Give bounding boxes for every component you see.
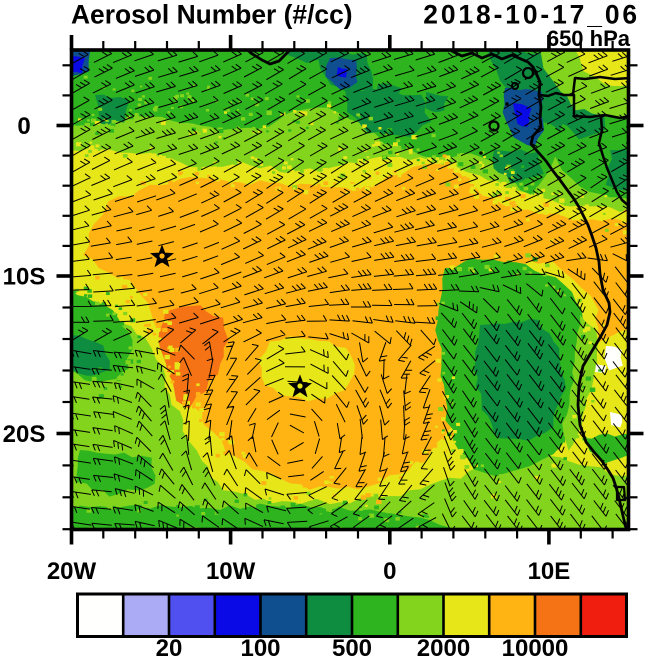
svg-text:Aerosol Number (#/cc): Aerosol Number (#/cc) bbox=[71, 0, 353, 30]
svg-text:10000: 10000 bbox=[502, 635, 569, 662]
svg-text:100: 100 bbox=[240, 635, 280, 662]
svg-text:10S: 10S bbox=[3, 264, 46, 291]
svg-text:0: 0 bbox=[17, 113, 30, 140]
svg-text:650 hPa: 650 hPa bbox=[547, 26, 631, 51]
svg-text:0: 0 bbox=[383, 558, 396, 585]
svg-text:20: 20 bbox=[156, 635, 183, 662]
svg-text:2018-10-17_06: 2018-10-17_06 bbox=[423, 0, 640, 30]
svg-text:2000: 2000 bbox=[417, 635, 470, 662]
svg-text:10E: 10E bbox=[528, 558, 571, 585]
svg-text:10W: 10W bbox=[206, 558, 256, 585]
svg-text:20S: 20S bbox=[3, 421, 46, 448]
svg-text:500: 500 bbox=[332, 635, 372, 662]
svg-text:20W: 20W bbox=[47, 558, 97, 585]
